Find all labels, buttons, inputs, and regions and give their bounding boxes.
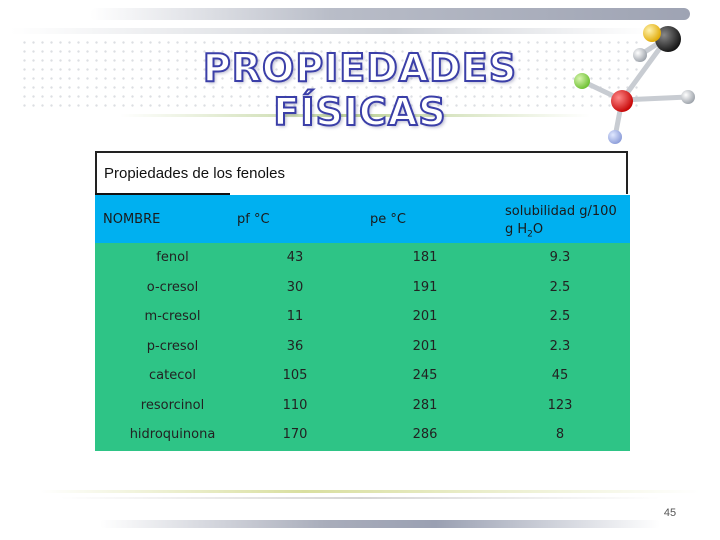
table-row: fenol 43 181 9.3 — [95, 250, 630, 270]
cell-mp: 36 — [286, 339, 304, 354]
cell-name: o-cresol — [146, 280, 199, 295]
cell-name: catecol — [149, 368, 196, 383]
table-header: NOMBRE pf °C pe °C solubilidad g/100 g H… — [95, 195, 630, 243]
cell-mp: 30 — [286, 280, 304, 295]
cell-bp: 201 — [412, 339, 438, 354]
cell-bp: 281 — [412, 398, 438, 413]
cell-bp: 286 — [412, 427, 438, 442]
footer-rule — [40, 490, 700, 493]
table-row: hidroquinona 170 286 8 — [95, 427, 630, 447]
header-decoration — [0, 0, 720, 130]
top-stripe-light — [10, 28, 650, 34]
table-caption: Propiedades de los fenoles — [104, 165, 285, 182]
cell-mp: 110 — [282, 398, 308, 413]
header-boiling-point: pe °C — [370, 212, 406, 227]
caption-underline — [95, 193, 230, 195]
table-row: m-cresol 11 201 2.5 — [95, 309, 630, 329]
cell-solubility: 2.5 — [549, 309, 571, 324]
cell-mp: 43 — [286, 250, 304, 265]
cell-mp: 11 — [286, 309, 304, 324]
cell-solubility: 9.3 — [549, 250, 571, 265]
slide-title: PROPIEDADES FÍSICAS — [202, 45, 518, 135]
table-row: p-cresol 36 201 2.3 — [95, 339, 630, 359]
cell-name: fenol — [156, 250, 189, 265]
cell-solubility: 123 — [547, 398, 573, 413]
header-solubility-line1: solubilidad g/100 — [505, 204, 617, 219]
dot-pattern — [20, 38, 640, 110]
header-solubility: solubilidad g/100 g H2O — [505, 203, 617, 244]
cell-mp: 170 — [282, 427, 308, 442]
cell-solubility: 45 — [551, 368, 569, 383]
table-row: resorcinol 110 281 123 — [95, 398, 630, 418]
cell-bp: 245 — [412, 368, 438, 383]
footer-stripe — [100, 520, 660, 528]
header-melting-point: pf °C — [237, 212, 270, 227]
header-name: NOMBRE — [103, 212, 161, 227]
cell-name: hidroquinona — [129, 427, 216, 442]
cell-solubility: 2.3 — [549, 339, 571, 354]
cell-bp: 201 — [412, 309, 438, 324]
footer-rule-light — [60, 497, 660, 499]
molecule-model-icon — [574, 24, 695, 144]
header-solubility-line2: g H2O — [505, 222, 544, 240]
page-number: 45 — [663, 507, 677, 519]
cell-solubility: 8 — [555, 427, 565, 442]
cell-mp: 105 — [282, 368, 308, 383]
cell-name: m-cresol — [144, 309, 201, 324]
cell-bp: 191 — [412, 280, 438, 295]
top-stripe — [90, 8, 690, 20]
cell-name: resorcinol — [140, 398, 205, 413]
table-row: o-cresol 30 191 2.5 — [95, 280, 630, 300]
cell-solubility: 2.5 — [549, 280, 571, 295]
table-row: catecol 105 245 45 — [95, 368, 630, 388]
cell-name: p-cresol — [146, 339, 199, 354]
properties-table: NOMBRE pf °C pe °C solubilidad g/100 g H… — [95, 195, 630, 451]
table-body: fenol 43 181 9.3 o-cresol 30 191 2.5 m-c… — [95, 243, 630, 451]
cell-bp: 181 — [412, 250, 438, 265]
green-rule — [120, 114, 590, 117]
table-caption-frame — [95, 151, 628, 194]
